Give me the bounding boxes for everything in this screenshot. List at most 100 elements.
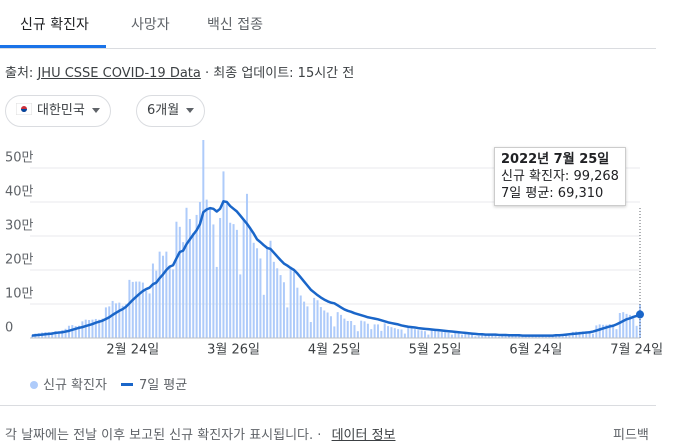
legend-label: 신규 확진자 bbox=[43, 378, 107, 393]
bar bbox=[138, 281, 141, 338]
bar bbox=[329, 316, 332, 338]
bar bbox=[403, 333, 406, 338]
bar bbox=[266, 247, 269, 338]
bar bbox=[128, 279, 131, 338]
source-suffix: · 최종 업데이트: 15시간 전 bbox=[205, 66, 355, 81]
bar bbox=[585, 331, 588, 338]
source-prefix: 출처: bbox=[5, 66, 34, 81]
bar bbox=[440, 331, 443, 338]
bar bbox=[185, 207, 188, 338]
source-link[interactable]: JHU CSSE COVID-19 Data bbox=[37, 66, 201, 81]
bar bbox=[155, 270, 158, 338]
flag bbox=[15, 102, 33, 116]
bar bbox=[81, 321, 84, 338]
bar bbox=[460, 334, 463, 338]
bar bbox=[383, 323, 386, 338]
bar bbox=[64, 328, 67, 338]
bar bbox=[588, 331, 591, 338]
bar bbox=[172, 269, 175, 338]
tooltip-line: 7일 평균: 69,310 bbox=[501, 186, 604, 201]
bar bbox=[427, 334, 430, 338]
bar bbox=[178, 226, 181, 338]
data-info-link[interactable]: 데이터 정보 bbox=[331, 428, 396, 443]
bar bbox=[615, 329, 618, 338]
bar bbox=[346, 321, 349, 338]
tab[interactable]: 신규 확진자 bbox=[20, 17, 89, 33]
bar bbox=[135, 281, 138, 338]
bar bbox=[313, 297, 316, 338]
bar bbox=[474, 336, 477, 338]
tab[interactable]: 사망자 bbox=[131, 17, 170, 33]
bar bbox=[618, 313, 621, 338]
feedback[interactable]: 피드백 bbox=[613, 428, 649, 443]
bar bbox=[195, 214, 198, 338]
bar bbox=[605, 324, 608, 338]
x-tick-label: 7월 24일 bbox=[610, 343, 663, 358]
bar bbox=[141, 282, 144, 338]
bar bbox=[410, 327, 413, 338]
bar bbox=[303, 301, 306, 338]
bar bbox=[57, 331, 60, 338]
bar bbox=[125, 304, 128, 338]
bar bbox=[235, 229, 238, 338]
chart: 0 10만 20만 30만 40만 50만 2월 24일 3월 26일 4월 25일 5월 25일… bbox=[5, 140, 663, 358]
bar bbox=[158, 251, 161, 338]
bar bbox=[413, 329, 416, 338]
bar bbox=[114, 303, 117, 338]
x-tick-label: 6월 24일 bbox=[509, 343, 562, 358]
bar bbox=[118, 302, 121, 338]
bar bbox=[296, 287, 299, 338]
region-select[interactable]: 대한민국 bbox=[5, 95, 111, 127]
bar bbox=[632, 315, 635, 338]
bar bbox=[78, 325, 81, 338]
bar bbox=[608, 324, 611, 338]
tab[interactable]: 백신 접종 bbox=[207, 17, 263, 33]
separator: · bbox=[317, 428, 322, 443]
bar bbox=[544, 336, 547, 338]
bar bbox=[299, 295, 302, 338]
bar bbox=[232, 224, 235, 338]
bar bbox=[417, 330, 420, 338]
bar bbox=[602, 324, 605, 338]
bar bbox=[484, 333, 487, 338]
bar bbox=[108, 306, 111, 338]
bar bbox=[561, 334, 564, 338]
bar bbox=[51, 331, 54, 338]
bar bbox=[450, 334, 453, 338]
bar bbox=[565, 334, 568, 338]
bar bbox=[91, 319, 94, 338]
bar bbox=[477, 335, 480, 338]
bar bbox=[98, 319, 101, 338]
y-tick-label: 0 bbox=[5, 321, 13, 336]
bar bbox=[162, 255, 165, 338]
bar bbox=[504, 334, 507, 338]
bar bbox=[407, 327, 410, 338]
bar bbox=[229, 222, 232, 338]
bar bbox=[111, 300, 114, 338]
bar bbox=[151, 263, 154, 338]
bar bbox=[578, 331, 581, 338]
legend-label: 7일 평균 bbox=[138, 378, 188, 393]
bar bbox=[400, 329, 403, 338]
bar bbox=[471, 334, 474, 338]
bar bbox=[420, 330, 423, 338]
region: 대한민국 bbox=[37, 103, 85, 118]
bar bbox=[282, 282, 285, 338]
bar bbox=[175, 221, 178, 338]
bar bbox=[61, 330, 64, 338]
legend: 신규 확진자 7일 평균 bbox=[30, 374, 187, 393]
source: 출처: JHU CSSE COVID-19 Data · 최종 업데이트: 15… bbox=[5, 62, 354, 81]
bar bbox=[222, 171, 225, 338]
bar bbox=[256, 248, 259, 338]
bar bbox=[521, 336, 524, 338]
period: 6개월 bbox=[147, 103, 180, 118]
bar bbox=[380, 330, 383, 338]
period-select[interactable]: 6개월 bbox=[136, 95, 206, 127]
bar bbox=[622, 312, 625, 338]
bar bbox=[242, 220, 245, 338]
bar bbox=[625, 313, 628, 338]
bar bbox=[168, 266, 171, 338]
bar bbox=[541, 335, 544, 338]
bar bbox=[366, 323, 369, 338]
